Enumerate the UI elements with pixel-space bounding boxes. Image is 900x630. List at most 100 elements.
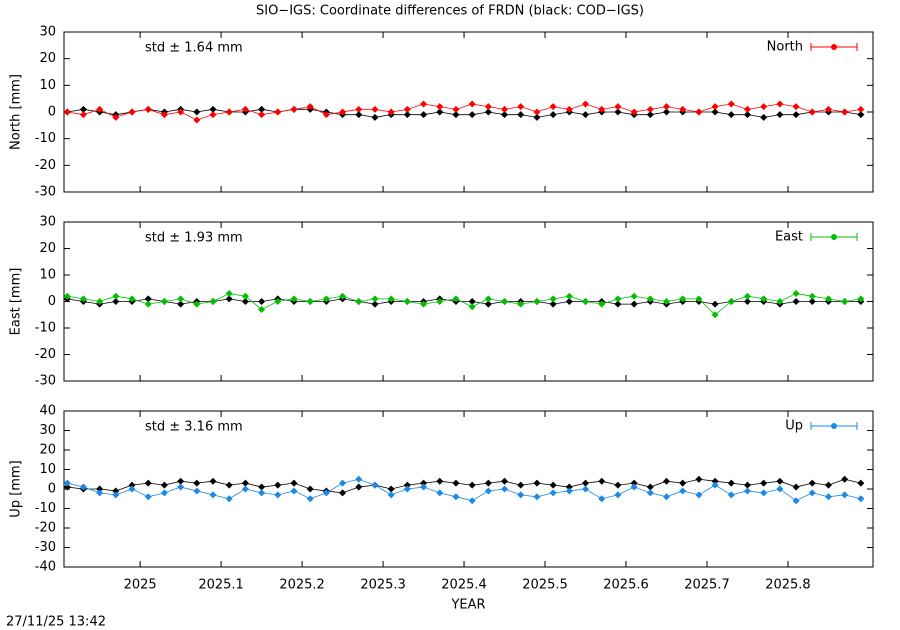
data-point [63, 479, 71, 487]
data-point [160, 298, 168, 305]
data-point [792, 298, 800, 305]
data-point [646, 489, 654, 497]
data-point [322, 111, 330, 119]
data-point [630, 292, 638, 300]
data-point [209, 491, 217, 499]
data-point [484, 295, 492, 303]
data-point [662, 493, 670, 501]
data-point [549, 103, 557, 111]
legend-label: East [775, 230, 803, 245]
data-point [711, 103, 719, 111]
legend-label: Up [785, 419, 803, 434]
data-point [662, 298, 670, 305]
data-point [436, 298, 444, 305]
data-point [517, 491, 525, 499]
y-tick-label: 30 [39, 25, 56, 40]
data-point [679, 295, 687, 303]
data-point [565, 292, 573, 300]
data-point [841, 298, 849, 305]
data-point [193, 479, 201, 487]
data-point [857, 295, 865, 303]
data-point [241, 479, 249, 487]
data-point [760, 103, 768, 111]
data-point [760, 113, 768, 121]
data-point [727, 479, 735, 487]
data-point [598, 105, 606, 113]
data-point [517, 103, 525, 111]
data-point [468, 298, 476, 305]
data-point [387, 485, 395, 493]
y-tick-label: 10 [39, 78, 56, 93]
data-point [760, 489, 768, 497]
legend-marker [831, 44, 837, 50]
data-point [112, 487, 120, 495]
data-point [517, 300, 525, 308]
data-point [79, 295, 87, 303]
data-point [258, 489, 266, 497]
data-point [274, 108, 282, 116]
data-point [144, 300, 152, 308]
data-point [760, 479, 768, 487]
y-axis-label: North [mm] [9, 74, 24, 150]
data-point [420, 111, 428, 119]
data-point [96, 489, 104, 497]
std-annotation: std ± 3.16 mm [145, 420, 243, 435]
y-tick-label: -20 [35, 521, 56, 536]
data-point [258, 305, 266, 313]
data-point [501, 298, 509, 305]
data-point [743, 292, 751, 300]
data-point [177, 483, 185, 491]
data-point [193, 116, 201, 124]
data-point [436, 489, 444, 497]
timestamp: 27/11/25 13:42 [6, 615, 106, 630]
data-point [533, 479, 541, 487]
x-tick-label: 2025.3 [360, 578, 406, 593]
std-annotation: std ± 1.93 mm [145, 231, 243, 246]
data-point [306, 103, 314, 111]
data-point [646, 111, 654, 119]
y-tick-label: -40 [35, 560, 56, 575]
data-point [128, 485, 136, 493]
data-point [209, 111, 217, 119]
data-point [695, 108, 703, 116]
y-tick-label: -20 [35, 347, 56, 362]
data-point [808, 108, 816, 116]
data-point [290, 105, 298, 113]
y-tick-label: -10 [35, 501, 56, 516]
legend-label: North [767, 40, 803, 55]
data-point [403, 298, 411, 305]
data-point [274, 481, 282, 489]
data-point [177, 295, 185, 303]
data-point [225, 290, 233, 298]
data-point [79, 105, 87, 113]
data-point [225, 481, 233, 489]
data-point [225, 108, 233, 116]
data-point [582, 479, 590, 487]
y-axis-label: Up [mm] [9, 460, 24, 517]
data-point [711, 108, 719, 116]
data-point [209, 477, 217, 485]
data-point [63, 483, 71, 491]
data-point [144, 295, 152, 303]
data-point [258, 111, 266, 119]
data-point [306, 495, 314, 503]
y-tick-label: 0 [48, 482, 56, 497]
data-point [144, 105, 152, 113]
data-point [403, 485, 411, 493]
data-point [322, 489, 330, 497]
data-point [792, 111, 800, 119]
data-point [420, 100, 428, 108]
y-tick-label: -30 [35, 374, 56, 389]
data-point [679, 105, 687, 113]
data-point [209, 298, 217, 305]
data-point [193, 487, 201, 495]
data-point [598, 477, 606, 485]
y-tick-label: 30 [39, 215, 56, 230]
data-point [679, 487, 687, 495]
data-point [160, 111, 168, 119]
y-tick-label: 40 [39, 404, 56, 419]
data-point [565, 298, 573, 305]
plot-frame [63, 410, 874, 568]
